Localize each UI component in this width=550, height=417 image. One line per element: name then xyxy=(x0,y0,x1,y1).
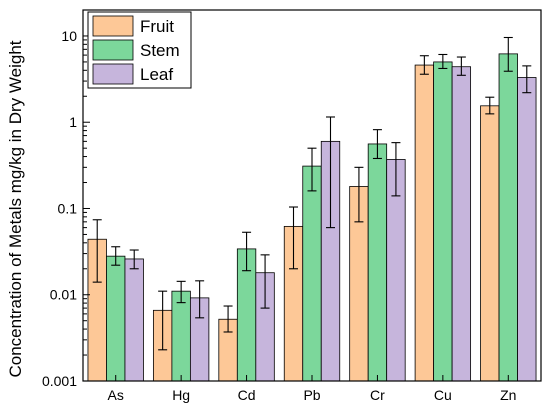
legend-swatch-stem xyxy=(92,39,134,61)
bar-leaf-as xyxy=(124,258,144,382)
error-bar-fruit-cd xyxy=(223,305,233,333)
legend-label-fruit: Fruit xyxy=(140,17,174,36)
bar-stem-cr xyxy=(367,143,388,382)
bar-fruit-cu xyxy=(414,64,435,382)
error-bar-stem-zn xyxy=(503,36,513,72)
x-tick-label-as: As xyxy=(108,387,124,403)
x-tick-label-pb: Pb xyxy=(303,387,320,403)
error-bar-stem-cd xyxy=(242,231,252,272)
bar-stem-zn xyxy=(498,53,518,382)
y-tick-label: 0.1 xyxy=(58,200,78,216)
error-bar-stem-pb xyxy=(307,147,317,192)
error-bar-stem-cu xyxy=(438,53,448,70)
error-bar-fruit-hg xyxy=(158,290,168,351)
error-bar-leaf-hg xyxy=(195,280,205,319)
legend: Fruit Stem Leaf xyxy=(87,11,192,89)
x-tick-label-cr: Cr xyxy=(370,387,385,403)
y-tick-label: 1 xyxy=(69,114,77,130)
error-bar-leaf-cu xyxy=(456,56,466,76)
x-tick-label-hg: Hg xyxy=(172,387,190,403)
error-bar-fruit-cr xyxy=(354,166,364,223)
error-bar-leaf-pb xyxy=(326,116,335,229)
error-bar-fruit-cu xyxy=(419,55,429,75)
legend-label-leaf: Leaf xyxy=(140,65,173,84)
y-tick-label: 0.001 xyxy=(42,373,77,389)
error-bar-leaf-cd xyxy=(260,254,270,309)
x-tick-label-zn: Zn xyxy=(500,387,516,403)
legend-label-stem: Stem xyxy=(140,41,180,60)
bar-fruit-zn xyxy=(480,105,500,382)
bar-leaf-zn xyxy=(517,77,537,382)
legend-swatch-fruit xyxy=(92,15,134,37)
y-tick-label: 0.01 xyxy=(50,287,77,303)
plot-area xyxy=(87,36,537,382)
error-bar-leaf-zn xyxy=(522,65,532,94)
error-bar-stem-as xyxy=(111,246,121,266)
error-bar-fruit-as xyxy=(92,219,102,283)
x-tick-label-cu: Cu xyxy=(434,387,452,403)
axes: 0.001 0.01 0.1 1 10 As Hg Cd Pb Cr Cu Zn xyxy=(42,9,542,403)
bar-leaf-cu xyxy=(451,66,472,382)
error-bar-leaf-as xyxy=(129,249,139,270)
error-bar-stem-cr xyxy=(372,129,382,160)
legend-swatch-leaf xyxy=(92,63,134,85)
y-tick-label: 10 xyxy=(61,28,77,44)
bar-stem-hg xyxy=(171,290,191,382)
bar-stem-as xyxy=(106,255,126,382)
error-bar-fruit-zn xyxy=(485,96,495,115)
error-bar-leaf-cr xyxy=(391,142,401,197)
bar-stem-cu xyxy=(433,61,453,382)
x-tick-label-cd: Cd xyxy=(238,387,256,403)
y-axis-title: Concentration of Metals mg/kg in Dry Wei… xyxy=(6,40,25,377)
error-bar-fruit-pb xyxy=(289,206,298,270)
bar-stem-pb xyxy=(302,165,322,382)
error-bar-stem-hg xyxy=(176,280,186,304)
